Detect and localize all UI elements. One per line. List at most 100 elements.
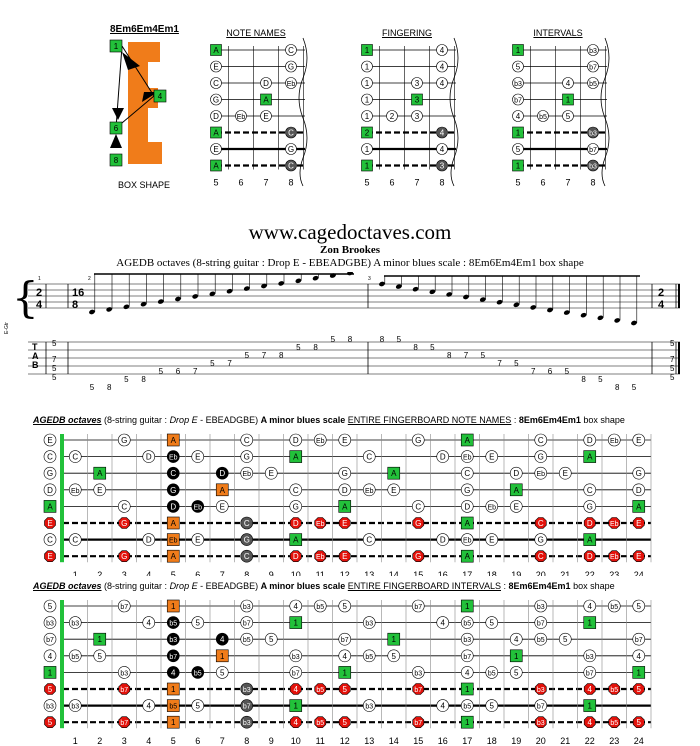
- note-marker: [289, 616, 303, 629]
- note-marker: [93, 632, 107, 646]
- note-marker: [583, 450, 597, 463]
- note-marker: [166, 649, 180, 663]
- note-label: C: [288, 162, 294, 171]
- fret-number: 18: [487, 736, 497, 744]
- tab-number: 8: [413, 343, 418, 352]
- note-label: 3: [440, 162, 445, 171]
- fret-number: 20: [536, 570, 546, 576]
- tab-number: 5: [52, 339, 57, 348]
- note-marker: [142, 533, 156, 546]
- fret-number: 7: [220, 570, 225, 576]
- note-marker: [534, 450, 548, 463]
- note-label: D: [170, 502, 176, 511]
- note-label: 4: [440, 46, 445, 55]
- note-marker: [210, 159, 222, 172]
- note-label: 5: [516, 145, 521, 154]
- fret-number: 8: [244, 570, 249, 576]
- note-marker: [632, 466, 646, 480]
- note-label: 1: [294, 702, 299, 711]
- fret-number: 5: [515, 178, 520, 188]
- note-label: G: [121, 436, 127, 445]
- note-label: E: [195, 453, 200, 462]
- note-label: 4: [294, 602, 299, 611]
- note-marker: [460, 483, 474, 497]
- note-marker: [43, 450, 57, 463]
- note-marker: [583, 699, 597, 712]
- note-label: 4: [441, 702, 446, 711]
- note-marker: [583, 666, 597, 679]
- diagram-title-fingering: FINGERING: [381, 28, 432, 38]
- note-label: A: [213, 46, 219, 55]
- note-head: [563, 310, 570, 315]
- note-marker: [215, 483, 229, 497]
- note-marker: [338, 716, 351, 728]
- note-label: E: [47, 519, 52, 528]
- note-label: 1: [516, 162, 521, 171]
- note-marker: [485, 450, 499, 463]
- fret-number: 15: [413, 736, 423, 744]
- note-marker: [436, 616, 450, 629]
- tab-number: 8: [348, 335, 353, 344]
- fret-number: 7: [565, 178, 570, 188]
- note-marker: [44, 550, 56, 562]
- note-marker: [460, 450, 474, 463]
- note-label: b7: [292, 670, 300, 677]
- note-names-diagram: A CE GC D EbG AD Eb EA CE GA C5 6 7 8: [210, 37, 308, 188]
- fret-number: 20: [536, 736, 546, 744]
- note-marker: [240, 450, 254, 463]
- note-marker: [191, 533, 205, 546]
- note-label: Eb: [193, 504, 202, 511]
- tab-number: 5: [296, 343, 301, 352]
- note-label: b5: [243, 637, 251, 644]
- note-marker: [386, 110, 398, 122]
- note-marker: [608, 716, 621, 728]
- box-arrow: [122, 52, 140, 70]
- note-label: G: [415, 436, 421, 445]
- note-marker: [534, 683, 547, 695]
- note-head: [123, 304, 130, 310]
- site-url[interactable]: www.cagedoctaves.com: [248, 220, 452, 244]
- note-marker: [166, 433, 180, 447]
- note-marker: [460, 682, 474, 696]
- note-head: [547, 307, 553, 313]
- note-label: E: [269, 469, 274, 478]
- note-label: 4: [441, 619, 446, 628]
- note-label: C: [244, 436, 250, 445]
- note-marker: [285, 44, 297, 56]
- tab-number: 8: [581, 375, 586, 384]
- note-marker: [166, 450, 180, 463]
- note-label: b3: [243, 720, 251, 727]
- note-label: b7: [586, 670, 594, 677]
- fingering-diagram: 1 4 1 4 1 3 4 1 3 1 2 3 2 4 1 4 1 3 5 6 7 8: [361, 37, 459, 188]
- note-label: b7: [243, 621, 251, 628]
- tab-letter: B: [32, 360, 39, 370]
- note-label: 5: [343, 718, 348, 727]
- note-label: G: [121, 519, 127, 528]
- note-label: D: [464, 502, 470, 511]
- note-head: [631, 320, 637, 326]
- note-head: [412, 286, 419, 292]
- note-label: G: [415, 519, 421, 528]
- measure-number: 2: [88, 276, 91, 282]
- note-label: 3: [415, 79, 420, 88]
- box-marker: [109, 39, 123, 53]
- note-marker: [43, 649, 57, 663]
- note-marker: [68, 699, 82, 712]
- note-label: b3: [537, 604, 545, 611]
- note-label: 4: [465, 668, 470, 677]
- note-head: [140, 301, 147, 307]
- fret-number: 23: [609, 736, 619, 744]
- note-marker: [411, 599, 425, 613]
- fret-number: 17: [462, 736, 472, 744]
- tab-number: 7: [52, 355, 57, 364]
- note-label: 5: [196, 619, 201, 628]
- note-label: 1: [365, 46, 370, 55]
- note-label: 1: [48, 668, 53, 677]
- note-label: 5: [392, 652, 397, 661]
- note-marker: [191, 500, 205, 513]
- note-label: 5: [516, 63, 521, 72]
- note-marker: [632, 500, 646, 513]
- note-label: b7: [414, 720, 422, 727]
- note-marker: [240, 715, 254, 729]
